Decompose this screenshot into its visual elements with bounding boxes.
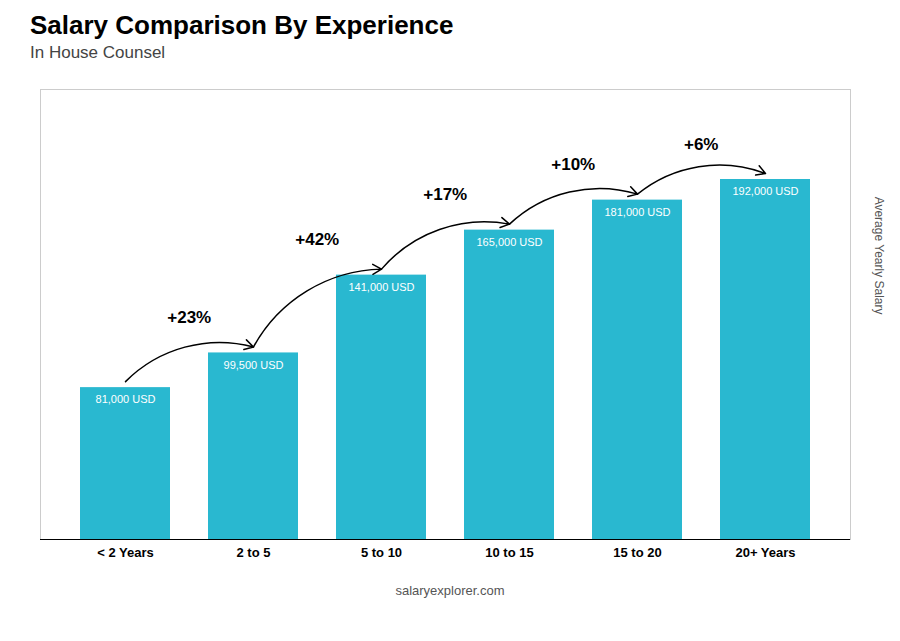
- svg-text:81,000 USD: 81,000 USD: [96, 393, 156, 405]
- svg-text:192,000 USD: 192,000 USD: [732, 185, 798, 197]
- html-text:Salary Comparison By Experienc: Salary Comparison By Experience: [30, 10, 454, 40]
- svg-text:+23%: +23%: [167, 308, 211, 327]
- svg-text:+10%: +10%: [551, 155, 595, 174]
- svg-text:5 to 10: 5 to 10: [361, 545, 402, 560]
- svg-text:Average Yearly Salary: Average Yearly Salary: [872, 197, 886, 315]
- svg-text:+42%: +42%: [295, 230, 339, 249]
- html-text:In House Counsel: In House Counsel: [30, 43, 166, 62]
- svg-text:165,000 USD: 165,000 USD: [476, 236, 542, 248]
- svg-text:15 to 20: 15 to 20: [613, 545, 661, 560]
- svg-text:141,000 USD: 141,000 USD: [348, 281, 414, 293]
- svg-text:20+ Years: 20+ Years: [735, 545, 795, 560]
- svg-text:99,500 USD: 99,500 USD: [224, 359, 284, 371]
- html-text:salaryexplorer.com: salaryexplorer.com: [395, 583, 505, 598]
- svg-text:2 to 5: 2 to 5: [237, 545, 271, 560]
- svg-text:+6%: +6%: [684, 135, 719, 154]
- svg-text:10 to 15: 10 to 15: [485, 545, 533, 560]
- svg-text:181,000 USD: 181,000 USD: [604, 206, 670, 218]
- svg-text:< 2 Years: < 2 Years: [97, 545, 154, 560]
- svg-text:+17%: +17%: [423, 185, 467, 204]
